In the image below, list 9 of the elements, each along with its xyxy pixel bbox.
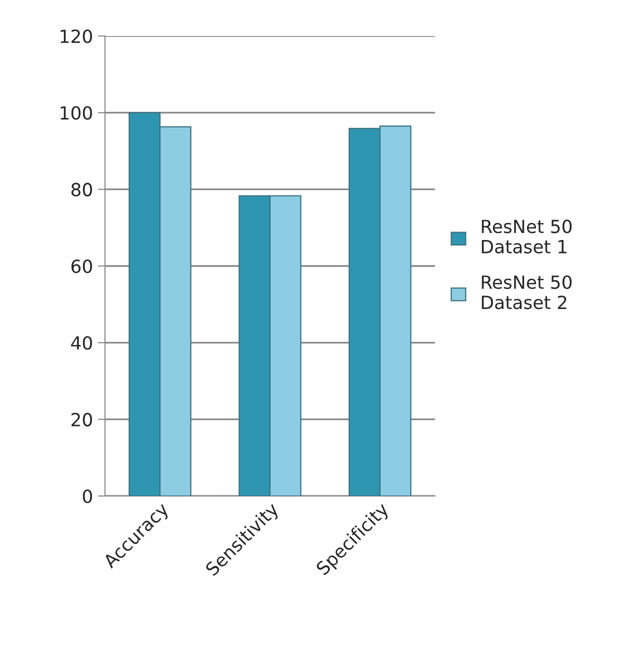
y-tick-label: 120	[60, 29, 92, 44]
y-tick-label: 80	[71, 182, 92, 196]
legend-label: ResNet 50 Dataset 2	[482, 275, 572, 310]
y-tick-label: 100	[60, 106, 92, 120]
y-tick-label: 60	[71, 259, 92, 274]
y-tick-label: 40	[71, 336, 92, 350]
y-tick-label: 20	[72, 412, 92, 426]
y-tick-label: 0	[82, 489, 92, 504]
legend-label: ResNet 50 Dataset 1	[482, 220, 572, 254]
